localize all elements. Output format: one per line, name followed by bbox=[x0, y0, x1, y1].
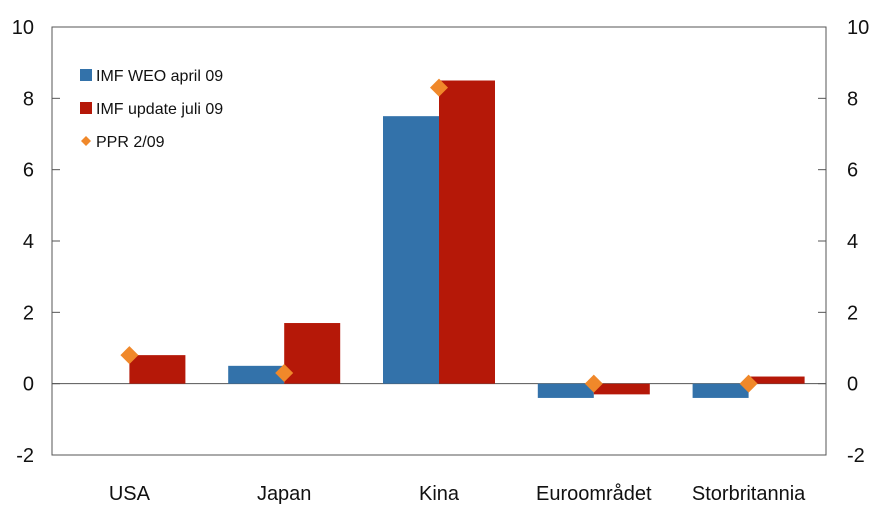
y-axis-right: -2 0 2 4 6 8 10 bbox=[818, 17, 869, 467]
legend-swatch bbox=[80, 69, 92, 81]
y-tick-label-left: 8 bbox=[23, 88, 34, 110]
y-tick-label-left: -2 bbox=[16, 445, 34, 467]
scatter-point bbox=[584, 374, 603, 393]
y-tick-label-left: 2 bbox=[23, 302, 34, 324]
y-tick-label-right: -2 bbox=[847, 445, 865, 467]
y-tick-label-right: 4 bbox=[847, 231, 858, 253]
x-tick-label: USA bbox=[109, 483, 151, 505]
legend: IMF WEO april 09 IMF update juli 09 PPR 2/… bbox=[80, 68, 223, 151]
legend-swatch bbox=[80, 102, 92, 114]
y-tick-label-left: 4 bbox=[23, 231, 34, 253]
legend-swatch bbox=[81, 136, 91, 146]
bar bbox=[692, 383, 749, 398]
y-tick-label-right: 8 bbox=[847, 88, 858, 110]
scatter-point bbox=[275, 363, 294, 382]
x-tick-label: Kina bbox=[419, 483, 460, 505]
bar bbox=[593, 383, 650, 395]
y-axis-left: -2 0 2 4 6 8 10 bbox=[12, 17, 60, 467]
scatter-point bbox=[430, 78, 448, 97]
y-tick-label-left: 10 bbox=[12, 17, 34, 39]
bars-group bbox=[129, 80, 805, 398]
markers-group bbox=[120, 78, 758, 393]
y-tick-label-right: 6 bbox=[847, 160, 858, 182]
x-tick-label: Euroområdet bbox=[536, 483, 652, 505]
legend-label: PPR 2/09 bbox=[96, 134, 165, 151]
scatter-point bbox=[120, 346, 139, 365]
y-tick-label-right: 10 bbox=[847, 17, 869, 39]
y-tick-label-left: 0 bbox=[23, 374, 34, 396]
bar bbox=[284, 323, 341, 384]
y-tick-label-left: 6 bbox=[23, 160, 34, 182]
bar bbox=[383, 116, 439, 384]
bar bbox=[129, 355, 186, 384]
scatter-point bbox=[739, 374, 758, 393]
bar bbox=[439, 80, 495, 384]
bar bbox=[748, 376, 805, 384]
x-tick-label: Storbritannia bbox=[692, 483, 806, 505]
x-tick-label: Japan bbox=[257, 483, 312, 505]
y-tick-label-right: 0 bbox=[847, 374, 858, 396]
legend-label: IMF update juli 09 bbox=[96, 101, 223, 118]
x-axis: USA Japan Kina Euroområdet Storbritannia bbox=[109, 483, 806, 505]
y-tick-label-right: 2 bbox=[847, 302, 858, 324]
bar bbox=[228, 365, 285, 384]
legend-label: IMF WEO april 09 bbox=[96, 68, 223, 85]
bar bbox=[537, 383, 594, 398]
